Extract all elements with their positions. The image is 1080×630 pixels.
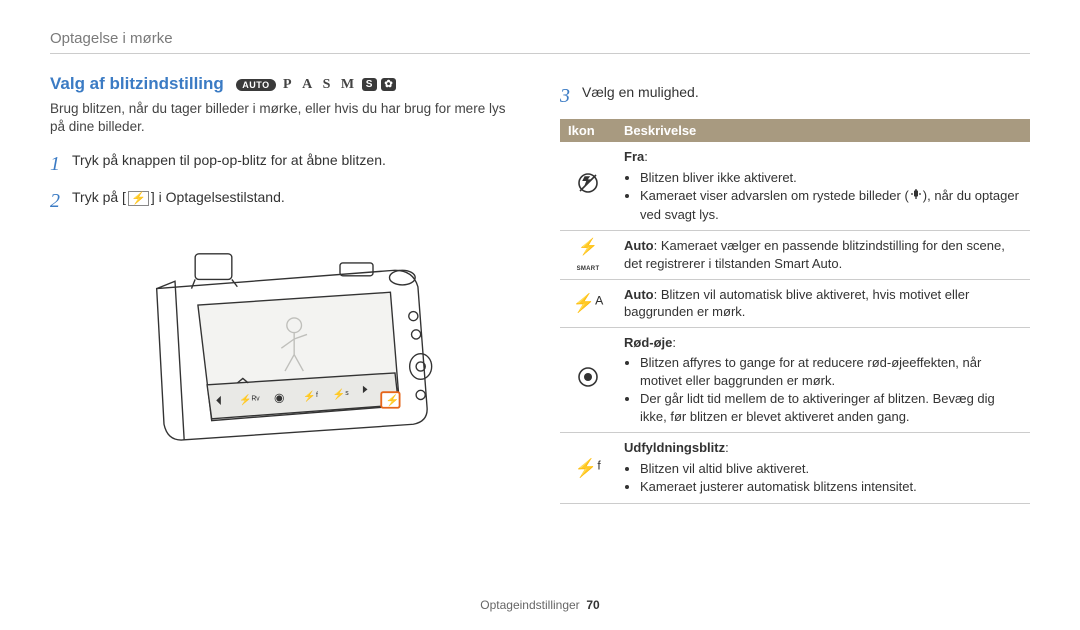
step-1-text: Tryk på knappen til pop-op-blitz for at …	[72, 150, 520, 170]
mode-m: M	[341, 77, 354, 93]
shake-icon	[909, 187, 923, 206]
mode-a: A	[302, 77, 312, 93]
flash-key-icon: ⚡	[128, 191, 149, 206]
icon-fill: ⚡ᶠ	[560, 433, 616, 504]
auto-text: : Blitzen vil automatisk blive aktiveret…	[624, 287, 969, 320]
svg-text:⚡ˢ: ⚡ˢ	[333, 388, 350, 401]
breadcrumb: Optagelse i mørke	[50, 30, 1030, 54]
off-b2: Kameraet viser advarslen om rystede bill…	[640, 187, 1022, 223]
step-num-1: 1	[50, 150, 72, 179]
mode-p: P	[283, 77, 292, 93]
row-fill: ⚡ᶠ Udfyldningsblitz: Blitzen vil altid b…	[560, 433, 1030, 504]
page-footer: Optageindstillinger 70	[0, 598, 1080, 612]
fill-b1: Blitzen vil altid blive aktiveret.	[640, 460, 1022, 478]
flash-options-table: Ikon Beskrivelse Fra: Blitzen bliver ikk…	[560, 119, 1030, 504]
step-1: 1 Tryk på knappen til pop-op-blitz for a…	[50, 150, 520, 179]
camera-illustration: ⚡ᴿᵛ ◉ ⚡ᶠ ⚡ˢ ⚡	[50, 224, 520, 459]
mode-auto-badge: AUTO	[236, 79, 275, 91]
step-3: 3 Vælg en mulighed.	[560, 82, 1030, 111]
redeye-title: Rød-øje	[624, 335, 672, 350]
auto-bold: Auto	[624, 287, 654, 302]
step-3-text: Vælg en mulighed.	[582, 82, 1030, 102]
off-b1: Blitzen bliver ikke aktiveret.	[640, 169, 1022, 187]
mode-s-badge: S	[362, 78, 377, 91]
step-num-2: 2	[50, 187, 72, 216]
fill-b2: Kameraet justerer automatisk blitzens in…	[640, 478, 1022, 496]
step-2: 2 Tryk på [⚡] i Optagelsestilstand.	[50, 187, 520, 216]
redeye-b1: Blitzen affyres to gange for at reducere…	[640, 354, 1022, 389]
mode-flower-badge: ✿	[381, 78, 396, 91]
row-off: Fra: Blitzen bliver ikke aktiveret. Kame…	[560, 142, 1030, 231]
svg-text:⚡ᴿᵛ: ⚡ᴿᵛ	[239, 394, 260, 407]
icon-smart: ⚡SMART	[560, 231, 616, 279]
mode-badges: AUTO P A S M S ✿	[236, 76, 396, 94]
step-2-text: Tryk på [⚡] i Optagelsestilstand.	[72, 187, 520, 207]
section-intro: Brug blitzen, når du tager billeder i mø…	[50, 100, 520, 136]
row-smart: ⚡SMART Auto: Kameraet vælger en passende…	[560, 231, 1030, 279]
footer-section: Optageindstillinger	[480, 598, 579, 612]
icon-auto: ⚡ᴬ	[560, 279, 616, 327]
smart-text: : Kameraet vælger en passende blitzindst…	[624, 238, 1005, 271]
redeye-b2: Der går lidt tid mellem de to aktivering…	[640, 390, 1022, 425]
icon-redeye	[560, 327, 616, 433]
page-number: 70	[586, 598, 599, 612]
smart-bold: Auto	[624, 238, 654, 253]
off-title: Fra	[624, 149, 644, 164]
row-auto: ⚡ᴬ Auto: Blitzen vil automatisk blive ak…	[560, 279, 1030, 327]
svg-text:◉: ◉	[274, 391, 284, 405]
step-2-pre: Tryk på [	[72, 189, 126, 205]
mode-s: S	[323, 77, 331, 93]
svg-text:⚡: ⚡	[386, 395, 400, 408]
step-num-3: 3	[560, 82, 582, 111]
th-desc: Beskrivelse	[616, 119, 1030, 142]
section-title: Valg af blitzindstilling	[50, 74, 224, 93]
step-2-post: ] i Optagelsestilstand.	[151, 189, 285, 205]
fill-title: Udfyldningsblitz	[624, 440, 725, 455]
svg-text:⚡ᶠ: ⚡ᶠ	[303, 390, 319, 403]
row-redeye: Rød-øje: Blitzen affyres to gange for at…	[560, 327, 1030, 433]
icon-off	[560, 142, 616, 231]
th-icon: Ikon	[560, 119, 616, 142]
